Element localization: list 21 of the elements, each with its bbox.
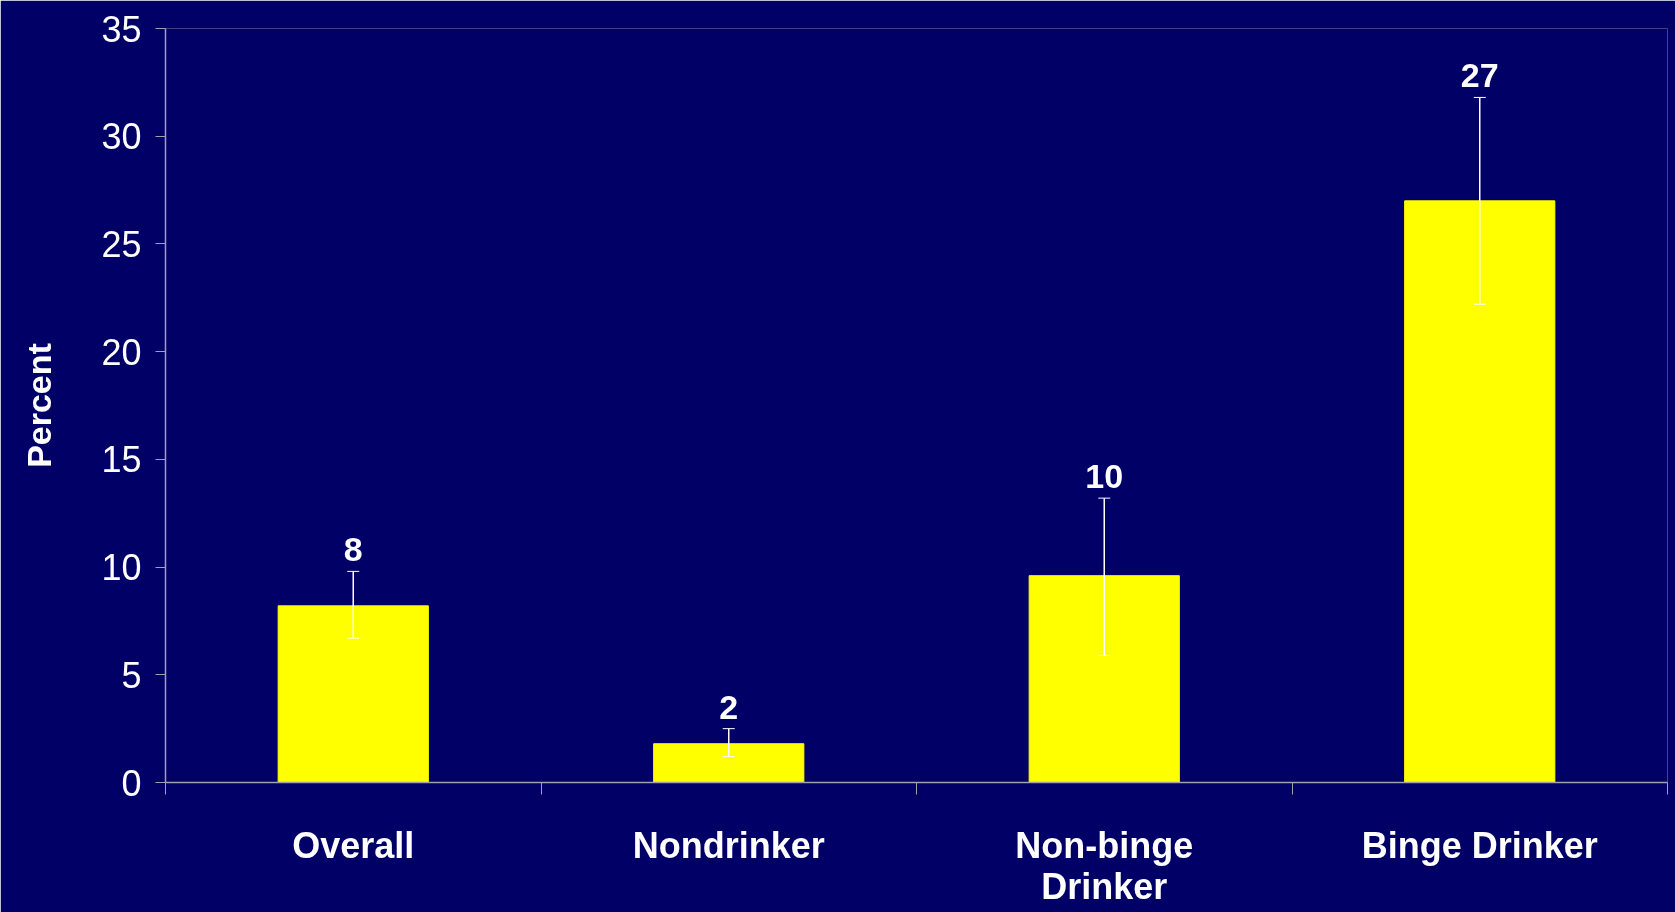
y-tick-label: 5 bbox=[121, 654, 142, 696]
y-tick-label: 20 bbox=[101, 331, 142, 373]
y-tick-label: 10 bbox=[101, 547, 142, 589]
x-tick-label: Non-binge Drinker bbox=[1015, 824, 1194, 907]
y-tick-label: 0 bbox=[121, 762, 142, 804]
y-axis-title: Percent bbox=[20, 343, 59, 468]
bar bbox=[1028, 575, 1180, 783]
y-tick-label: 15 bbox=[101, 439, 142, 481]
x-tick-label: Nondrinker bbox=[632, 824, 825, 866]
x-tick-label: Binge Drinker bbox=[1361, 824, 1598, 866]
x-tick-label: Overall bbox=[292, 824, 415, 866]
data-label: 8 bbox=[343, 530, 363, 569]
bar bbox=[1404, 200, 1556, 783]
data-label: 2 bbox=[719, 687, 739, 726]
y-tick-label: 30 bbox=[101, 116, 142, 158]
bar bbox=[653, 743, 805, 783]
bar bbox=[277, 605, 429, 783]
y-tick-label: 35 bbox=[101, 8, 142, 50]
y-tick-label: 25 bbox=[101, 223, 142, 265]
data-label: 10 bbox=[1085, 457, 1124, 496]
data-label: 27 bbox=[1460, 56, 1499, 95]
